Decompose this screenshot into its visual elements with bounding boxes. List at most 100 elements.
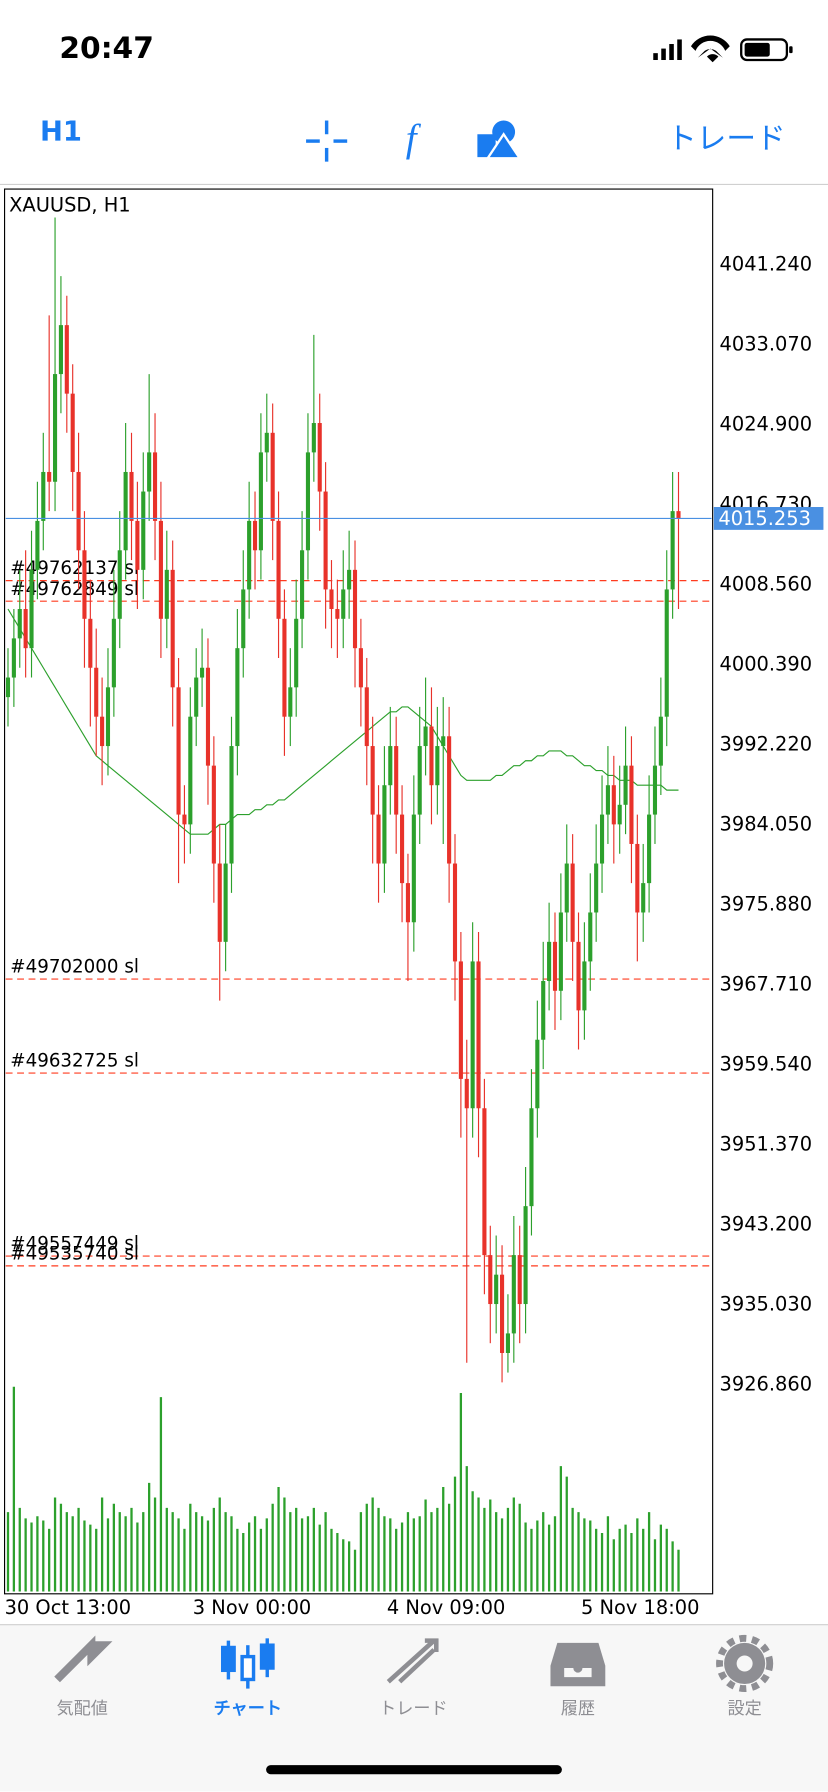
candle-body — [611, 785, 616, 825]
candle-body — [441, 736, 446, 747]
y-tick-label: 3943.200 — [720, 1212, 813, 1235]
trade-icon — [386, 1638, 439, 1684]
y-tick-label: 3959.540 — [720, 1052, 813, 1075]
chart-title: XAUUSD, H1 — [9, 194, 131, 217]
candle-body — [135, 520, 140, 570]
candle-body — [499, 1274, 505, 1353]
candle-body — [417, 746, 422, 815]
tab-label[interactable]: トレード — [379, 1699, 448, 1719]
candle-body — [529, 1108, 534, 1207]
y-tick-label: 3992.220 — [720, 733, 813, 756]
candle-body — [570, 863, 575, 942]
candle-body — [594, 863, 599, 913]
candle-body — [170, 569, 175, 688]
moving-average — [7, 608, 679, 835]
candle-body — [458, 961, 463, 1079]
candle-body — [288, 687, 293, 717]
candle-body — [311, 423, 316, 453]
tab-label[interactable]: 設定 — [728, 1699, 762, 1719]
order-label: #49535740 sl — [10, 1243, 139, 1264]
candle-body — [323, 491, 328, 590]
order-label: #49702000 sl — [10, 957, 139, 978]
candle-body — [47, 471, 52, 482]
candle-body — [235, 648, 240, 747]
candle-body — [123, 471, 128, 551]
candle-body — [35, 520, 40, 570]
candle-body — [294, 618, 299, 688]
x-tick-label: 3 Nov 00:00 — [193, 1596, 311, 1619]
candle-body — [376, 814, 381, 864]
candle-body — [341, 589, 346, 619]
current-price-label: 4015.253 — [718, 507, 811, 530]
candle-body — [558, 912, 563, 991]
candle-body — [164, 569, 169, 619]
candle-body — [329, 589, 334, 610]
candle-body — [23, 609, 28, 649]
candle-body — [229, 746, 234, 864]
y-tick-label: 3967.710 — [720, 972, 813, 995]
objects-button[interactable] — [477, 120, 522, 160]
candle-body — [300, 550, 305, 619]
quotes-icon — [54, 1635, 113, 1683]
candle-body — [452, 863, 458, 962]
y-tick-label: 4000.390 — [720, 653, 813, 676]
candle-body — [82, 550, 87, 619]
candle-body — [652, 765, 658, 815]
y-tick-label: 3935.030 — [720, 1292, 813, 1315]
candle-body — [194, 677, 199, 717]
candle-body — [5, 677, 11, 698]
tab-label[interactable]: チャート — [214, 1699, 282, 1719]
candle-body — [364, 687, 369, 747]
candle-body — [241, 589, 246, 649]
candle-body — [658, 716, 663, 766]
candle-body — [511, 1255, 516, 1334]
y-tick-label: 4041.240 — [720, 253, 813, 276]
candle-body — [211, 765, 216, 864]
indicators-button[interactable]: f — [406, 117, 422, 160]
candle-body — [641, 883, 646, 913]
candle-body — [88, 618, 93, 668]
candle-body — [117, 550, 122, 619]
trade-button[interactable]: トレード — [667, 121, 786, 156]
candle-body — [547, 941, 552, 982]
candle-body — [447, 736, 452, 864]
candle-body — [100, 716, 105, 747]
candle-body — [464, 1078, 469, 1109]
candle-body — [352, 569, 358, 649]
candle-body — [476, 961, 481, 1109]
candle-body — [76, 471, 81, 551]
candle-body — [599, 814, 605, 864]
candle-body — [29, 569, 34, 649]
candle-body — [411, 814, 416, 923]
candle-body — [247, 520, 252, 590]
candle-body — [11, 638, 16, 678]
tab-label[interactable]: 気配値 — [57, 1699, 108, 1719]
home-indicator — [266, 1765, 562, 1775]
candle-body — [64, 325, 69, 394]
candle-body — [488, 1255, 493, 1305]
tab-label[interactable]: 履歴 — [561, 1699, 595, 1719]
candle-body — [200, 667, 205, 678]
candle-body — [582, 961, 587, 1011]
candle-body — [141, 491, 146, 570]
tab-labels: 気配値 チャート トレード 履歴 設定 — [57, 1699, 762, 1719]
y-tick-label: 3975.880 — [720, 893, 813, 916]
candle-body — [494, 1274, 499, 1305]
candle-body — [358, 648, 363, 688]
candle-body — [482, 1108, 487, 1256]
y-tick-label: 4024.900 — [720, 413, 813, 436]
candle-body — [264, 432, 269, 453]
y-tick-label: 3951.370 — [720, 1132, 813, 1155]
candle-body — [564, 863, 569, 913]
history-icon — [550, 1642, 606, 1687]
y-tick-label: 4033.070 — [720, 333, 813, 356]
candle-body — [576, 941, 581, 1011]
timeframe-button[interactable]: H1 — [40, 117, 82, 148]
candle-body — [252, 520, 258, 551]
crosshair-button[interactable] — [306, 120, 348, 162]
candle-body — [182, 814, 187, 825]
y-tick-label: 4008.560 — [720, 573, 813, 596]
candle-body — [629, 765, 634, 844]
candle-body — [282, 618, 287, 717]
candle-body — [505, 1333, 510, 1353]
